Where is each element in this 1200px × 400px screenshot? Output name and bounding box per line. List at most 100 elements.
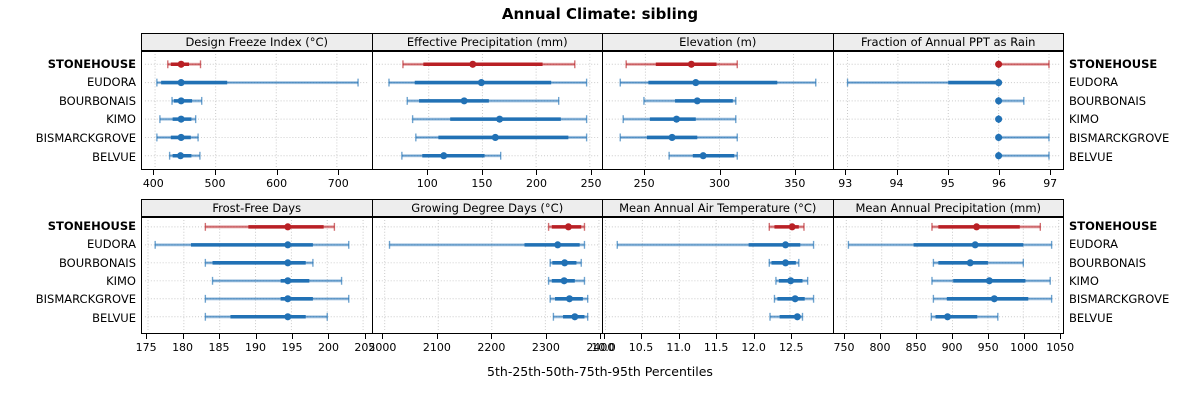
axis-tick-label: 350 [784, 177, 806, 190]
axis-tick [255, 334, 257, 339]
axis-tick [794, 170, 796, 175]
median-dot-eudora [971, 241, 979, 249]
axis-tick-label: 190 [245, 341, 267, 354]
axis-tick [1060, 334, 1062, 339]
axis-tick-label: 2300 [531, 341, 560, 354]
axis-tick-label: 205 [354, 341, 376, 354]
axis-tick-label: 200 [317, 341, 339, 354]
series-stonehouse [547, 222, 585, 231]
series-stonehouse [167, 60, 202, 69]
row-label-left-stonehouse: STONEHOUSE [47, 219, 136, 233]
axis-tick [791, 334, 793, 339]
median-dot-bourbonais [284, 259, 292, 267]
row-label-right-kimo: KIMO [1069, 273, 1099, 288]
median-dot-stonehouse [687, 60, 695, 68]
axis-tick [716, 334, 718, 339]
series-eudora [154, 240, 350, 249]
median-dot-bourbonais [460, 97, 468, 105]
median-dot-stonehouse [564, 223, 572, 231]
row-label-left-bismarckgrove: BISMARCKGROVE [35, 130, 136, 145]
axis-tick-label: 800 [869, 341, 891, 354]
series-bourbonais [204, 258, 314, 267]
median-dot-bismarckgrove [565, 295, 573, 303]
axis-tick [153, 170, 155, 175]
median-dot-eudora [781, 241, 790, 249]
axis-tick-label: 250 [580, 177, 602, 190]
axis-tick [896, 170, 898, 175]
axis-tick-label: 10.5 [628, 341, 654, 354]
series-kimo [930, 276, 1051, 285]
axis-tick-label: 195 [281, 341, 303, 354]
median-dot-belvue [439, 152, 447, 160]
series-kimo [411, 115, 587, 124]
panel-header-design-freeze-index-c-: Design Freeze Index (°C) [141, 33, 373, 51]
median-dot-bourbonais [781, 259, 790, 267]
axis-tick [338, 170, 340, 175]
row-label-left-kimo: KIMO [106, 273, 136, 288]
axis-tick [600, 334, 602, 339]
median-dot-eudora [284, 241, 292, 249]
axis-tick [214, 170, 216, 175]
series-belvue [994, 151, 1050, 160]
row-label-left-kimo: KIMO [106, 112, 136, 127]
median-dot-eudora [477, 79, 485, 87]
series-bourbonais [171, 96, 203, 105]
axis-tick-label: 700 [327, 177, 349, 190]
axis-caption: 5th-25th-50th-75th-95th Percentiles [487, 364, 713, 379]
series-eudora [846, 78, 1002, 87]
axis-tick [845, 170, 847, 175]
median-dot-stonehouse [972, 223, 980, 231]
axis-tick-label: 1000 [1010, 341, 1039, 354]
row-label-left-belvue: BELVUE [92, 310, 136, 325]
axis-tick-label: 300 [709, 177, 730, 190]
axis-tick [481, 170, 483, 175]
row-label-left-bourbonais: BOURBONAIS [58, 255, 136, 270]
median-dot-kimo [284, 277, 292, 285]
axis-tick [1050, 170, 1052, 175]
median-dot-kimo [560, 277, 568, 285]
median-dot-belvue [943, 313, 951, 321]
axis-tick-label: 93 [838, 177, 853, 190]
axis-tick [545, 334, 547, 339]
axis-tick-label: 11.5 [703, 341, 729, 354]
axis-tick [591, 170, 593, 175]
row-label-left-bourbonais: BOURBONAIS [58, 93, 136, 108]
median-dot-bismarckgrove [791, 295, 799, 303]
median-dot-eudora [553, 241, 561, 249]
axis-tick-label: 95 [940, 177, 955, 190]
panel-header-effective-precipitation-mm-: Effective Precipitation (mm) [371, 33, 603, 51]
median-dot-stonehouse [284, 223, 292, 231]
series-stonehouse [204, 222, 336, 231]
series-bismarckgrove [773, 294, 815, 303]
median-dot-eudora [692, 79, 700, 87]
axis-tick-label: 185 [208, 341, 230, 354]
median-dot-bourbonais [177, 97, 185, 105]
series-bourbonais [549, 258, 582, 267]
median-dot-stonehouse [177, 60, 185, 68]
axis-tick [364, 334, 366, 339]
axis-tick-label: 96 [991, 177, 1006, 190]
series-eudora [619, 78, 817, 87]
panel-plot-fraction-of-annual-ppt-as-rain [832, 51, 1064, 170]
row-label-left-eudora: EUDORA [87, 75, 136, 90]
axis-tick-label: 900 [941, 341, 963, 354]
chart-title: Annual Climate: sibling [501, 5, 699, 23]
axis-tick-label: 94 [889, 177, 904, 190]
axis-tick-label: 10.0 [591, 341, 616, 354]
series-bismarckgrove [156, 133, 199, 142]
panel-header-growing-degree-days-c-: Growing Degree Days (°C) [371, 199, 603, 217]
axis-tick [427, 170, 429, 175]
axis-tick [952, 334, 954, 339]
axis-tick-label: 250 [633, 177, 655, 190]
median-dot-belvue [994, 152, 1002, 160]
median-dot-bourbonais [560, 259, 568, 267]
axis-tick [182, 334, 184, 339]
series-bismarckgrove [619, 133, 738, 142]
axis-tick-label: 175 [135, 341, 157, 354]
median-dot-bourbonais [693, 97, 701, 105]
row-label-left-belvue: BELVUE [92, 149, 136, 164]
axis-tick [276, 170, 278, 175]
series-kimo [622, 115, 737, 124]
axis-tick [678, 334, 680, 339]
